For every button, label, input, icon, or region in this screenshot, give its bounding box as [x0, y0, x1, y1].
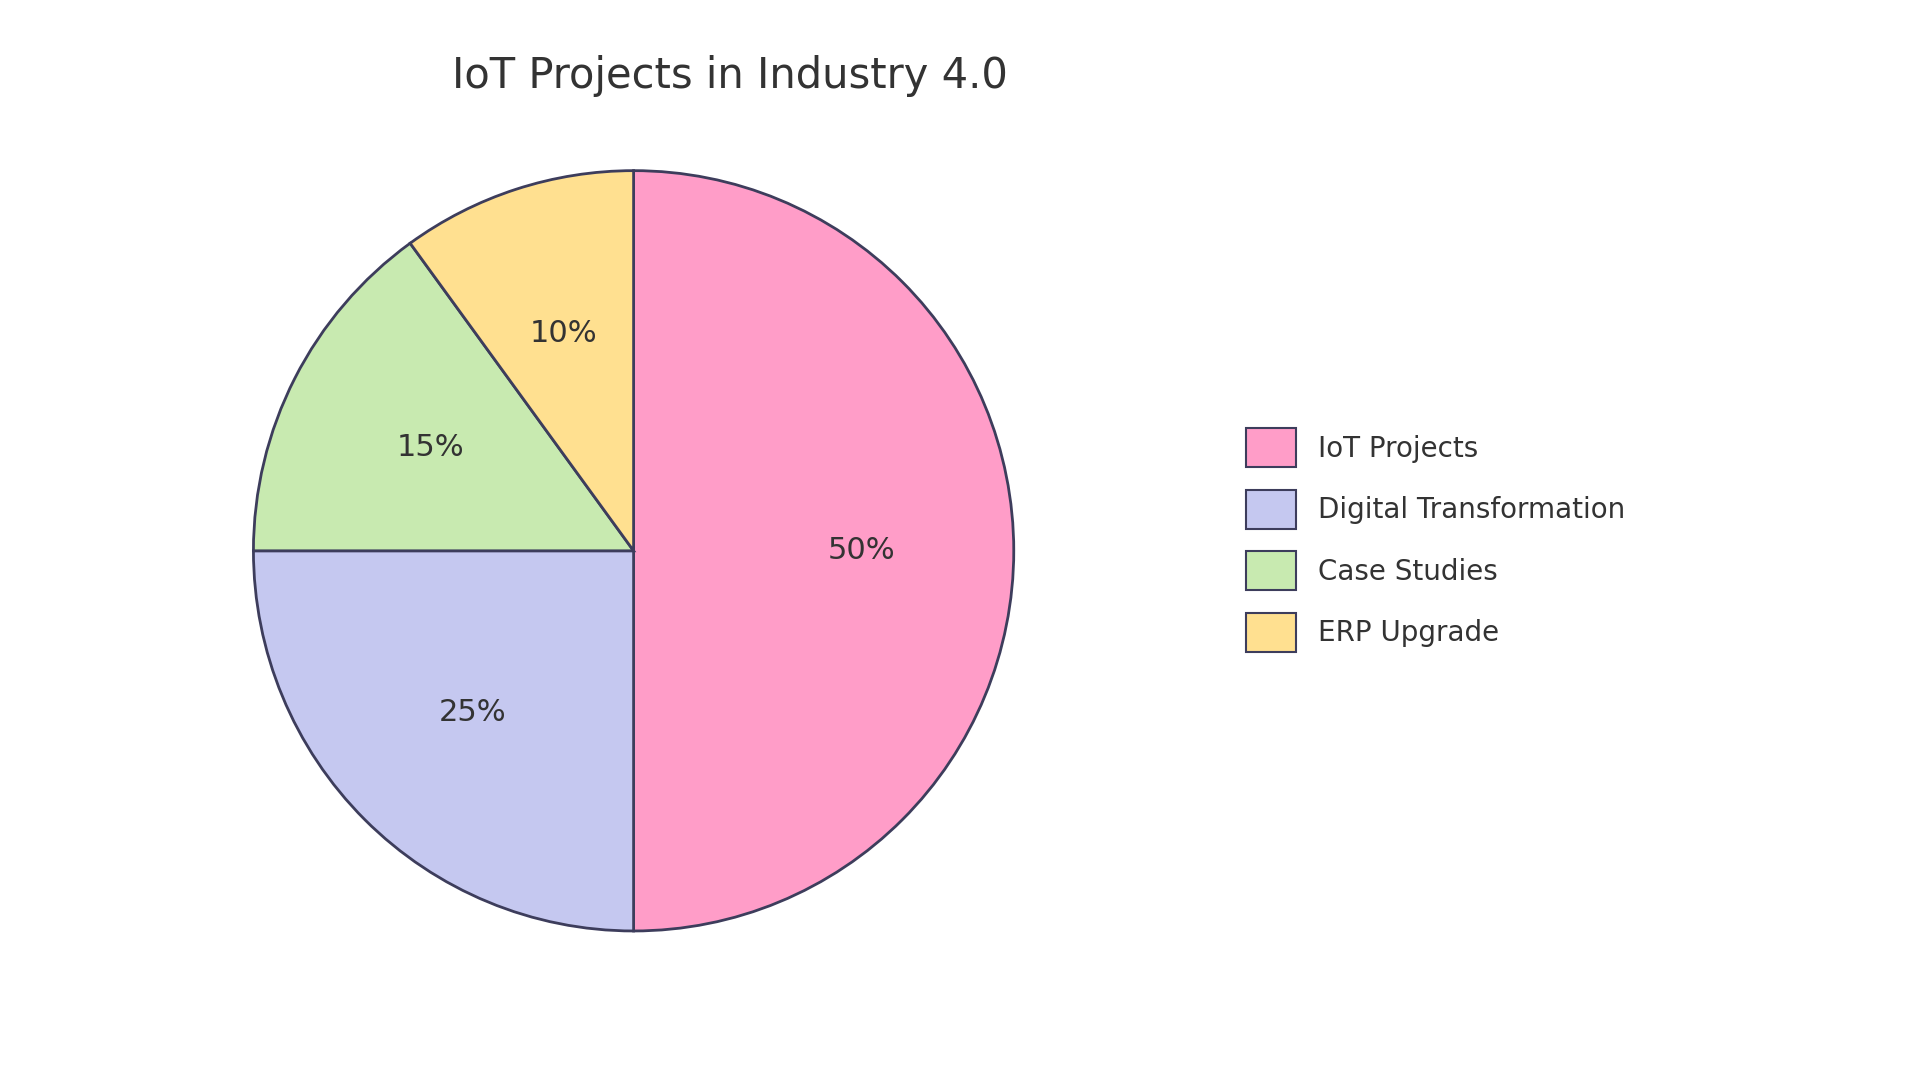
- Text: 50%: 50%: [828, 537, 895, 565]
- Text: 25%: 25%: [438, 698, 507, 727]
- Text: 10%: 10%: [530, 320, 597, 349]
- Text: 15%: 15%: [397, 433, 465, 462]
- Wedge shape: [253, 551, 634, 931]
- Legend: IoT Projects, Digital Transformation, Case Studies, ERP Upgrade: IoT Projects, Digital Transformation, Ca…: [1223, 406, 1647, 674]
- Wedge shape: [411, 171, 634, 551]
- Text: IoT Projects in Industry 4.0: IoT Projects in Industry 4.0: [451, 55, 1008, 96]
- Wedge shape: [253, 243, 634, 551]
- Wedge shape: [634, 171, 1014, 931]
